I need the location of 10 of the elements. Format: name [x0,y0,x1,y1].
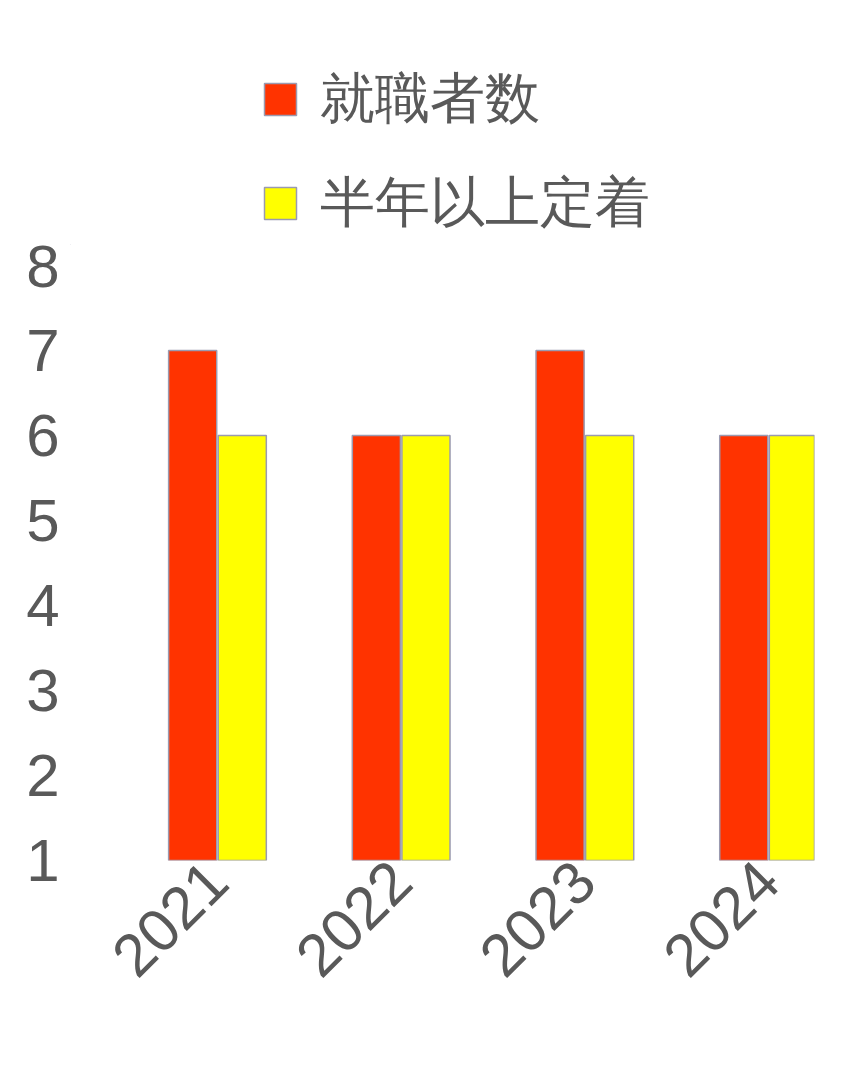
y-tick-label: 6 [26,402,60,469]
y-tick-label: 3 [26,657,60,724]
legend-label: 半年以上定着 [320,169,650,236]
y-tick-label: 5 [26,487,60,554]
y-tick-label: 7 [26,317,60,384]
y-tick-label: 8 [26,232,60,300]
y-tick-label: 4 [26,572,60,639]
y-tick-label: 2 [26,742,60,809]
legend-label: 就職者数 [320,65,540,132]
y-tick-label: 1 [26,827,60,894]
